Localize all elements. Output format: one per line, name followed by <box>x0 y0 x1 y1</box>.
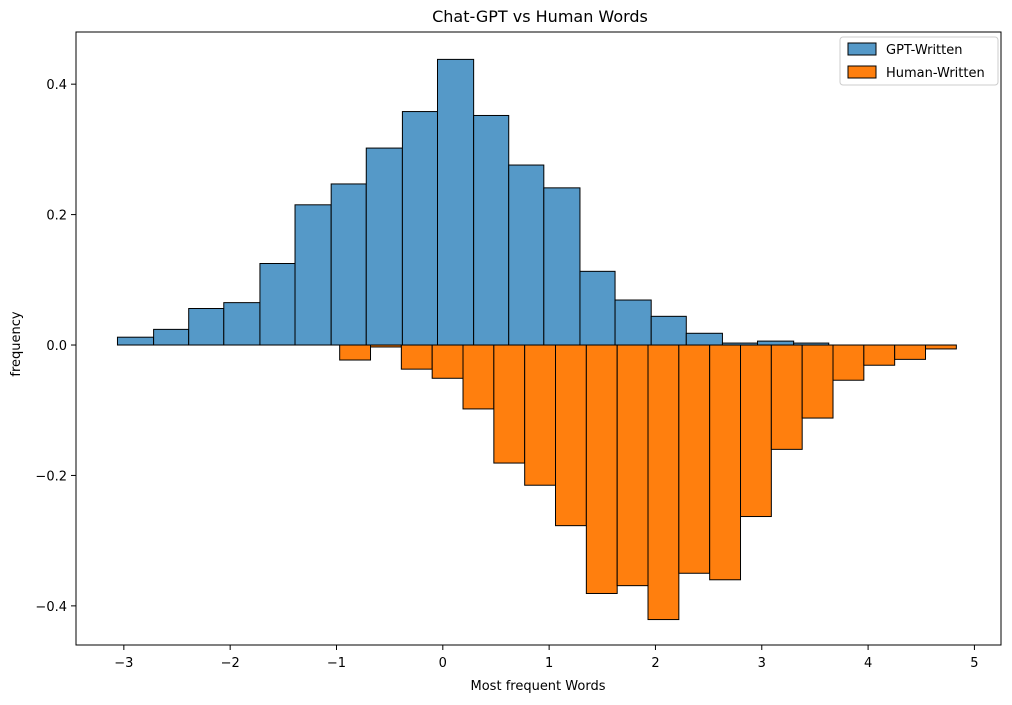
legend-label-gpt-written: GPT-Written <box>886 43 962 58</box>
legend-swatch-human-written <box>847 65 877 79</box>
y-tick-label: 0.0 <box>46 339 67 354</box>
bar-human-written-12 <box>709 344 742 581</box>
bar-human-written-10 <box>647 344 680 621</box>
bar-human-written-9 <box>616 344 649 587</box>
y-axis-label: frequency <box>9 311 24 377</box>
bar-gpt-written-2 <box>188 308 225 346</box>
y-tick-label: 0.4 <box>46 78 67 93</box>
y-tick-label: 0.2 <box>46 209 67 224</box>
bar-human-written-11 <box>678 344 711 574</box>
bar-gpt-written-5 <box>294 204 332 346</box>
chart-title: Chat-GPT vs Human Words <box>432 7 648 26</box>
bar-human-written-16 <box>832 344 865 381</box>
x-axis-label: Most frequent Words <box>471 679 606 694</box>
bar-gpt-written-6 <box>330 183 367 346</box>
bar-gpt-written-8 <box>401 111 438 346</box>
bar-gpt-written-7 <box>365 147 403 346</box>
x-tick-label: −1 <box>327 656 346 671</box>
bars-layer <box>116 58 957 621</box>
legend-label-human-written: Human-Written <box>886 66 985 81</box>
legend-box <box>839 36 999 86</box>
bar-human-written-7 <box>555 344 587 527</box>
y-axis-ticks: −0.4 −0.2 0.0 0.2 0.4 <box>35 78 76 615</box>
x-tick-label: 1 <box>545 656 553 671</box>
bar-human-written-14 <box>770 344 803 450</box>
bar-gpt-written-0 <box>116 336 155 346</box>
legend: GPT-Written Human-Written <box>839 36 999 86</box>
bar-gpt-written-11 <box>508 164 545 346</box>
bar-human-written-19 <box>925 344 957 350</box>
bar-human-written-8 <box>585 344 618 594</box>
bar-human-written-3 <box>431 344 464 379</box>
bar-human-written-17 <box>863 344 896 366</box>
legend-swatch-gpt-written <box>847 42 877 56</box>
bar-gpt-written-18 <box>757 340 795 346</box>
bar-human-written-0 <box>339 344 372 361</box>
bar-gpt-written-4 <box>259 263 296 346</box>
bar-gpt-written-9 <box>436 58 475 346</box>
bar-human-written-18 <box>894 344 927 360</box>
x-tick-label: 3 <box>758 656 766 671</box>
bar-gpt-written-12 <box>543 187 581 346</box>
bar-human-written-6 <box>524 344 557 486</box>
plot-frame <box>75 31 1002 646</box>
y-tick-label: −0.4 <box>35 600 67 615</box>
x-tick-label: 4 <box>864 656 872 671</box>
x-tick-label: −2 <box>221 656 240 671</box>
bar-gpt-written-1 <box>153 328 190 346</box>
bar-gpt-written-15 <box>650 315 687 346</box>
y-tick-label: −0.2 <box>35 469 67 484</box>
bar-human-written-4 <box>462 344 495 410</box>
x-tick-label: 2 <box>651 656 659 671</box>
bar-human-written-13 <box>740 344 772 518</box>
x-tick-label: 5 <box>970 656 978 671</box>
x-tick-label: −3 <box>114 656 133 671</box>
bar-human-written-15 <box>801 344 834 419</box>
bar-gpt-written-13 <box>579 270 616 346</box>
bar-gpt-written-10 <box>473 114 510 346</box>
bar-human-written-2 <box>400 344 433 370</box>
bar-gpt-written-3 <box>223 302 261 346</box>
bar-gpt-written-14 <box>614 299 652 346</box>
bar-human-written-5 <box>493 344 526 464</box>
bar-gpt-written-16 <box>685 332 723 346</box>
x-axis-ticks: −3 −2 −1 0 1 2 3 4 5 <box>114 645 979 671</box>
x-tick-label: 0 <box>439 656 447 671</box>
